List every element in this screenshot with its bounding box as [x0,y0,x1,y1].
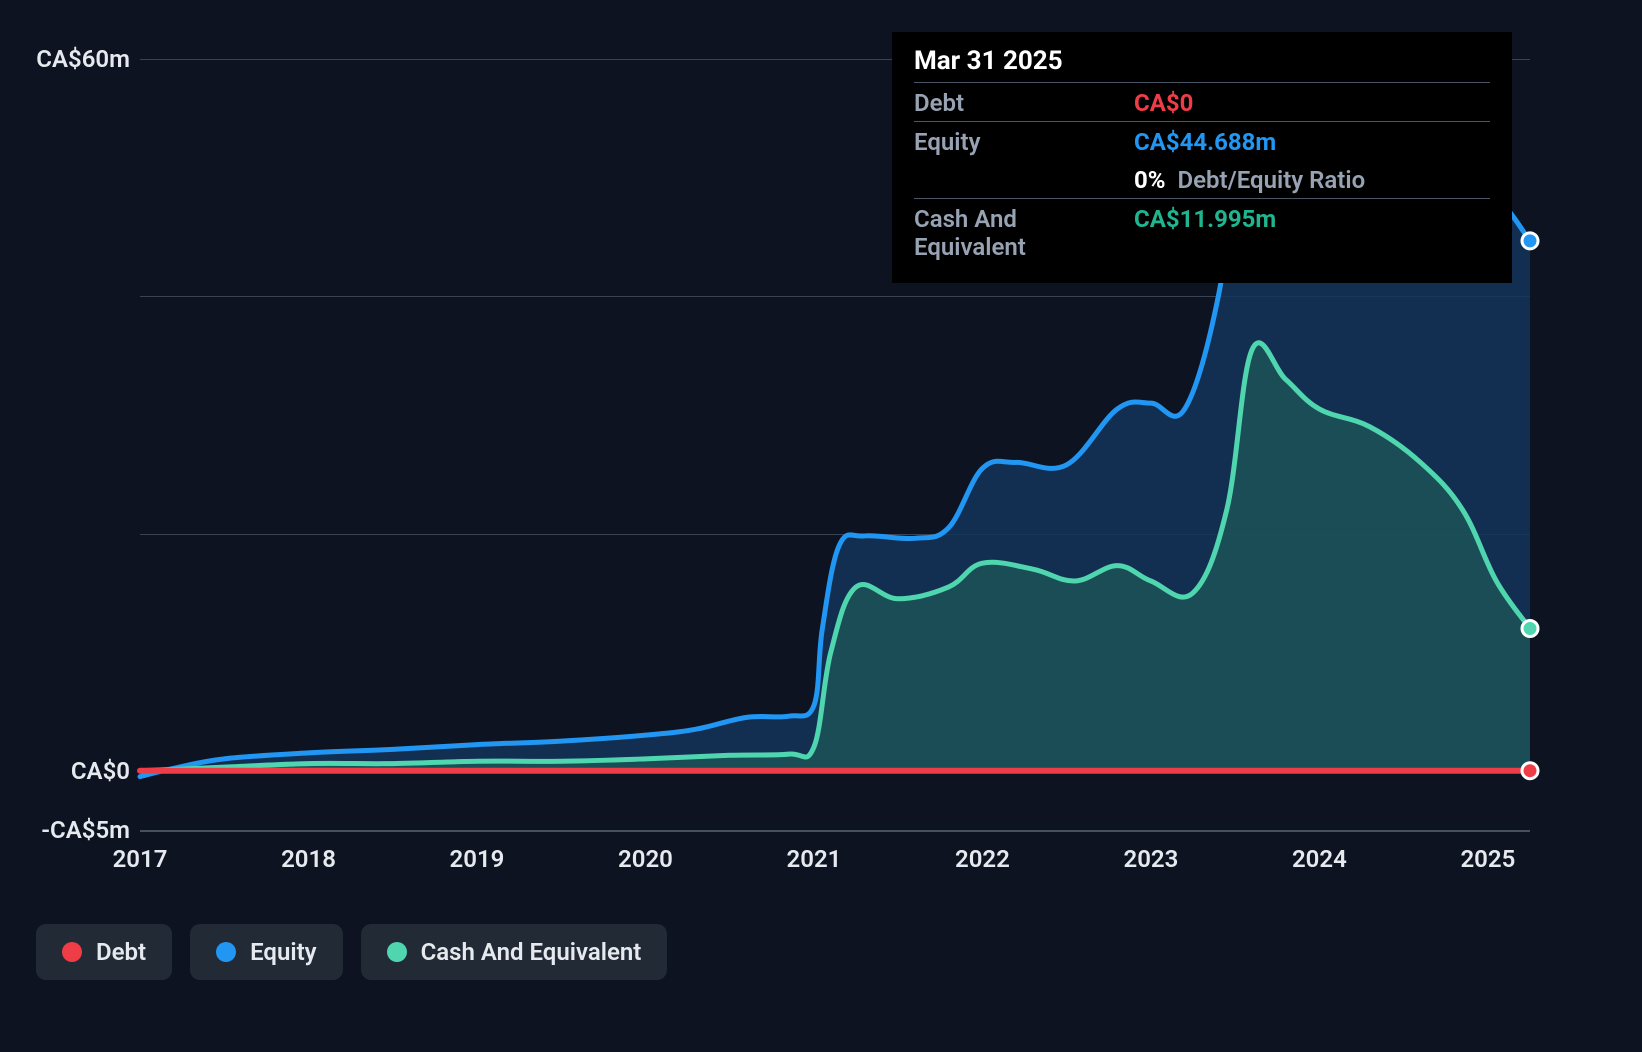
x-axis-label: 2019 [450,845,505,873]
legend-swatch [62,942,82,962]
x-axis-label: 2017 [113,845,168,873]
tooltip-date: Mar 31 2025 [914,46,1490,82]
x-axis-label: 2025 [1460,845,1515,873]
tooltip-row-cash: Cash And Equivalent CA$11.995m [914,198,1490,265]
x-axis-label: 2021 [787,845,842,873]
legend-label: Cash And Equivalent [421,938,642,966]
tooltip-label: Cash And Equivalent [914,205,1134,261]
legend: Debt Equity Cash And Equivalent [36,924,667,980]
legend-label: Equity [250,938,316,966]
tooltip-label: Equity [914,128,1134,156]
legend-swatch [216,942,236,962]
tooltip-row-debt: Debt CA$0 [914,82,1490,121]
tooltip-label: Debt [914,89,1134,117]
x-axis-label: 2024 [1292,845,1347,873]
x-axis-line [140,830,1530,832]
tooltip-row-ratio: 0% Debt/Equity Ratio [914,160,1490,198]
x-axis-label: 2018 [281,845,336,873]
legend-item-cash[interactable]: Cash And Equivalent [361,924,668,980]
chart-tooltip: Mar 31 2025 Debt CA$0 Equity CA$44.688m … [892,32,1512,283]
legend-item-debt[interactable]: Debt [36,924,172,980]
legend-item-equity[interactable]: Equity [190,924,342,980]
tooltip-ratio-pct: 0% [1134,166,1166,194]
chart-container: CA$60m CA$0 -CA$5m 2017 2018 2019 2020 2021 202… [0,0,1642,1052]
x-axis-label: 2020 [618,845,673,873]
y-axis-label: -CA$5m [41,816,130,844]
tooltip-value: CA$44.688m [1134,128,1276,156]
tooltip-ratio-label: Debt/Equity Ratio [1177,166,1365,194]
x-axis-label: 2023 [1123,845,1178,873]
y-axis-label: CA$60m [36,45,130,73]
tooltip-row-equity: Equity CA$44.688m [914,121,1490,160]
legend-swatch [387,942,407,962]
tooltip-value: CA$11.995m [1134,205,1276,233]
x-axis-label: 2022 [955,845,1010,873]
y-axis-label: CA$0 [71,757,130,785]
legend-label: Debt [96,938,146,966]
tooltip-value: CA$0 [1134,89,1193,117]
